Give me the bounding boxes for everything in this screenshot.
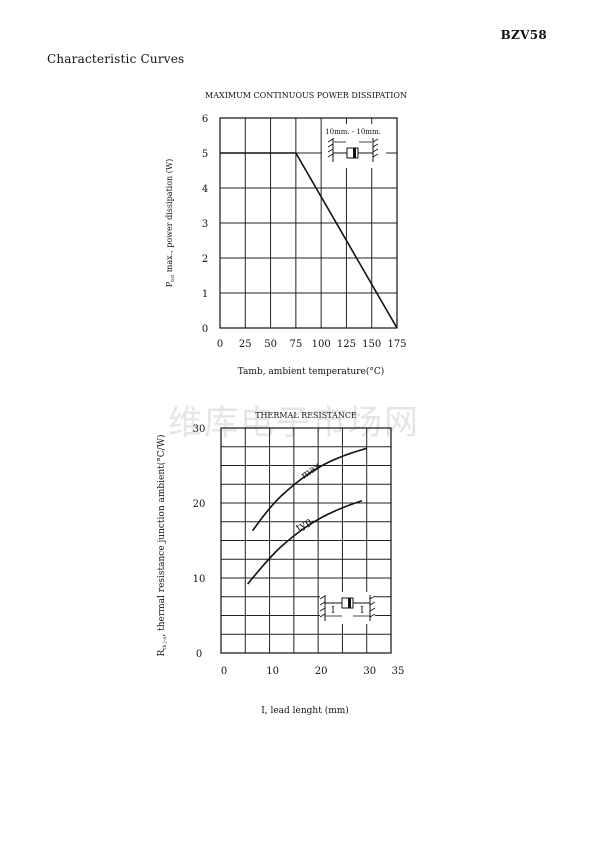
inset-label-left: I <box>331 606 335 616</box>
inset-hatch <box>319 601 326 606</box>
x-tick-label: 75 <box>289 339 302 350</box>
x-tick-label: 125 <box>337 339 356 350</box>
y-tick-label: 4 <box>202 184 208 195</box>
inset-label: 10mm. - 10mm. <box>325 128 381 136</box>
section-title: Characteristic Curves <box>47 52 185 66</box>
x-tick-label: 150 <box>362 339 381 350</box>
chart-title: THERMAL RESISTANCE <box>255 411 357 420</box>
inset-hatch <box>319 607 326 612</box>
x-tick-label: 25 <box>239 339 252 350</box>
inset-hatch <box>372 143 379 148</box>
max-curve <box>251 447 367 532</box>
x-tick-label: 30 <box>363 666 376 677</box>
plot-frame <box>219 117 398 329</box>
x-tick-label: 20 <box>315 666 328 677</box>
y-tick-label: 30 <box>193 424 206 435</box>
y-axis-label: Rth j-a, thermal resistance junction amb… <box>156 435 168 657</box>
inset-label-right: I <box>360 606 364 616</box>
y-tick-label: 0 <box>202 324 208 335</box>
inset-diode-body <box>341 597 354 609</box>
y-tick-label: 10 <box>193 574 206 585</box>
typ-curve <box>247 499 363 585</box>
inset-hatch <box>372 148 379 153</box>
x-tick-label: 35 <box>392 666 405 677</box>
plot-frame <box>220 427 392 654</box>
inset-hatch <box>327 138 334 143</box>
inset-hatch <box>369 613 376 618</box>
inset-hatch <box>327 148 334 153</box>
inset-diode-band <box>353 148 356 158</box>
y-tick-label: 3 <box>202 219 208 230</box>
y-tick-label: 6 <box>202 114 208 125</box>
inset-hatch <box>369 607 376 612</box>
x-tick-label: 175 <box>387 339 406 350</box>
y-tick-label: 2 <box>202 254 208 265</box>
inset-diode-body <box>346 147 359 159</box>
x-tick-label: 50 <box>264 339 277 350</box>
y-tick-label: 0 <box>196 649 202 660</box>
inset-diode-band <box>348 598 351 608</box>
y-tick-label: 20 <box>193 499 206 510</box>
part-number: BZV58 <box>500 28 547 42</box>
inset-hatch <box>319 595 326 600</box>
series-label-max: max. <box>299 459 325 482</box>
chart-title: MAXIMUM CONTINUOUS POWER DISSIPATION <box>205 91 407 100</box>
x-tick-label: 100 <box>312 339 331 350</box>
y-axis-label: Ptot max., power dissipation (W) <box>165 159 176 287</box>
inset-hatch <box>372 138 379 143</box>
inset-hatch <box>372 153 379 158</box>
inset-hatch <box>369 601 376 606</box>
x-axis-label: I, lead lenght (mm) <box>261 705 349 716</box>
x-axis-label: Tamb, ambient temperature(°C) <box>238 366 385 377</box>
y-tick-label: 1 <box>202 289 208 300</box>
inset-hatch <box>369 595 376 600</box>
power-dissipation-chart: MAXIMUM CONTINUOUS POWER DISSIPATION 0 25 5… <box>0 80 595 390</box>
power-derating-curve <box>220 152 398 329</box>
inset-hatch <box>319 613 326 618</box>
x-tick-label: 10 <box>266 666 279 677</box>
inset-hatch <box>327 143 334 148</box>
x-tick-label: 0 <box>217 339 223 350</box>
thermal-resistance-chart: THERMAL RESISTANCE 0 10 20 30 35 0 10 20 30 I, lea… <box>0 395 595 735</box>
series-label-typ: typ. <box>294 514 316 534</box>
x-tick-label: 0 <box>221 666 227 677</box>
y-tick-label: 5 <box>202 149 208 160</box>
inset-hatch <box>327 153 334 158</box>
thermal-resistance-svg: THERMAL RESISTANCE 0 10 20 30 35 0 10 20 30 I, lea… <box>156 411 405 716</box>
